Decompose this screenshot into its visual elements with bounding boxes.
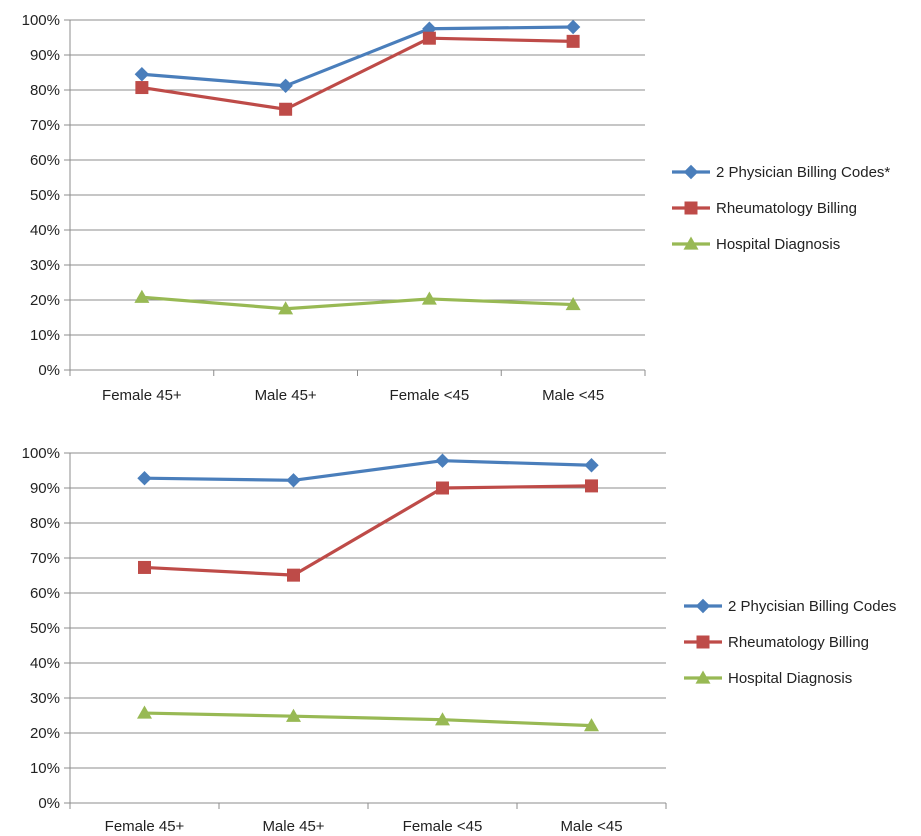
x-tick-label: Female 45+ xyxy=(105,818,185,835)
legend-label: Rheumatology Billing xyxy=(728,634,869,651)
x-tick-label: Male <45 xyxy=(560,818,622,835)
legend-marker-triangle xyxy=(695,670,711,684)
data-point-diamond xyxy=(435,453,450,468)
x-tick-label: Male 45+ xyxy=(255,387,317,404)
series-line-2 xyxy=(144,484,592,577)
data-point-diamond xyxy=(278,78,293,94)
y-tick-label: 30% xyxy=(30,690,60,707)
y-tick-label: 80% xyxy=(30,82,60,99)
y-tick-label: 50% xyxy=(30,620,60,637)
data-point-triangle xyxy=(435,712,450,726)
data-point-square xyxy=(287,568,300,582)
y-tick-label: 60% xyxy=(30,152,60,169)
data-point-square xyxy=(436,481,449,495)
x-tick-label: Male 45+ xyxy=(262,818,324,835)
data-point-triangle xyxy=(584,718,599,732)
legend-label: Hospital Diagnosis xyxy=(716,236,840,253)
series-line-2 xyxy=(141,36,574,111)
y-tick-label: 80% xyxy=(30,515,60,532)
y-tick-label: 30% xyxy=(30,257,60,274)
series-line-1 xyxy=(141,25,574,88)
y-tick-label: 100% xyxy=(22,12,60,29)
x-tick-label: Female <45 xyxy=(390,387,470,404)
y-tick-label: 0% xyxy=(38,362,60,379)
data-point-diamond xyxy=(565,19,581,35)
legend-marker-square xyxy=(684,201,698,215)
legend-marker-triangle xyxy=(683,236,699,250)
y-tick-label: 90% xyxy=(30,47,60,64)
legend-marker-square xyxy=(696,635,710,649)
data-point-square xyxy=(422,31,436,45)
y-tick-label: 90% xyxy=(30,480,60,497)
data-point-square xyxy=(135,81,149,95)
legend-label: 2 Phycisian Billing Codes xyxy=(728,598,896,615)
data-point-diamond xyxy=(286,473,301,488)
series-line-3 xyxy=(141,295,574,311)
legend-marker-diamond xyxy=(695,598,711,614)
data-point-triangle xyxy=(565,297,581,311)
y-tick-label: 0% xyxy=(38,795,60,812)
data-point-diamond xyxy=(134,67,150,82)
data-point-triangle xyxy=(137,705,152,719)
y-tick-label: 70% xyxy=(30,117,60,134)
data-point-square xyxy=(138,560,151,574)
data-point-square xyxy=(585,479,598,493)
y-tick-label: 10% xyxy=(30,760,60,777)
data-point-triangle xyxy=(286,708,301,722)
y-tick-label: 20% xyxy=(30,725,60,742)
x-tick-label: Female <45 xyxy=(403,818,483,835)
legend-label: 2 Physician Billing Codes* xyxy=(716,164,890,181)
y-tick-label: 100% xyxy=(22,445,60,462)
x-tick-label: Female 45+ xyxy=(102,387,182,404)
y-tick-label: 40% xyxy=(30,655,60,672)
data-point-triangle xyxy=(134,289,150,303)
y-tick-label: 50% xyxy=(30,187,60,204)
data-point-triangle xyxy=(421,291,437,305)
y-tick-label: 60% xyxy=(30,585,60,602)
y-tick-label: 10% xyxy=(30,327,60,344)
data-point-diamond xyxy=(137,470,152,486)
data-point-triangle xyxy=(278,301,294,315)
y-tick-label: 40% xyxy=(30,222,60,239)
legend-label: Hospital Diagnosis xyxy=(728,670,852,687)
data-point-diamond xyxy=(584,458,599,473)
x-tick-label: Male <45 xyxy=(542,387,604,404)
chart-1: 0% 10% 20% 30% 40% 50% 60% 70% 80% 90% 100% Female … xyxy=(22,12,891,404)
data-point-square xyxy=(566,34,580,48)
legend-marker-diamond xyxy=(683,164,699,180)
legend-label: Rheumatology Billing xyxy=(716,200,857,217)
series-line-1 xyxy=(144,459,592,482)
y-tick-label: 70% xyxy=(30,550,60,567)
series-line-3 xyxy=(144,711,592,728)
data-point-square xyxy=(279,102,293,116)
chart-2: 0% 10% 20% 30% 40% 50% 60% 70% 80% 90% 100% Female … xyxy=(22,445,897,835)
y-tick-label: 20% xyxy=(30,292,60,309)
